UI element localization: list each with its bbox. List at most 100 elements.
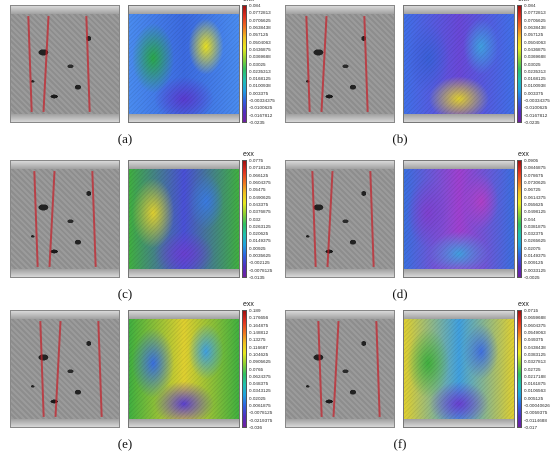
scale-tick-label: 0.0383125 [524, 351, 546, 357]
panel-caption: (d) [392, 286, 408, 301]
panel-e: exx 0.189 0.176656 0.164875 0.148812 0.13275 0… [10, 301, 272, 458]
scale-tick-label: 0.0376875 [249, 209, 271, 215]
scale-tick-label: 0.0604375 [249, 179, 271, 185]
scale-tick-label: 0.003375 [524, 90, 544, 96]
scale-tick-label: -0.0100625 [524, 105, 548, 111]
scale-tick-label: 0.005125 [524, 395, 544, 401]
scale-tick-label: -0.00334375 [524, 98, 550, 104]
scale-tick-label: 0.084 [249, 3, 261, 8]
scale-unit-label: exx [518, 151, 529, 158]
scale-tick-label: 0.0061875 [249, 403, 271, 409]
scale-tick-label: 0.13275 [249, 337, 266, 343]
color-scale-bar [517, 5, 522, 123]
scale-tick-label: 0.104625 [249, 351, 269, 357]
scale-tick-labels: 0.0775 0.0718125 0.066125 0.0604375 0.05475 0… [249, 158, 289, 280]
scale-tick-label: 0.0765 [249, 366, 264, 372]
scale-tick-label: 0.057125 [524, 32, 544, 38]
scale-tick-label: 0.05475 [249, 187, 266, 193]
scale-tick-label: 0.0436875 [524, 46, 546, 52]
scale-tick-label: 0.084 [524, 3, 536, 8]
scale-tick-label: 0.116687 [249, 344, 268, 350]
panel-caption: (b) [392, 131, 408, 146]
scale-tick-label: 0.148812 [249, 329, 269, 335]
scale-tick-label: 0.02725 [524, 366, 541, 372]
scale-tick-label: 0.0659688 [524, 315, 546, 321]
scale-tick-label: -0.0135 [249, 275, 265, 280]
scale-tick-label: 0.009125 [524, 260, 544, 266]
scale-tick-label: 0.0718125 [249, 165, 271, 171]
strain-field-map [128, 310, 240, 428]
scale-tick-label: -0.000406265 [524, 403, 550, 409]
scale-tick-label: 0.0381875 [524, 223, 546, 229]
strain-field-map [128, 5, 240, 123]
scale-tick-label: 0.0106563 [524, 388, 546, 394]
scale-tick-label: 0.0490625 [249, 194, 271, 200]
color-scale-bar [517, 310, 522, 428]
scale-tick-labels: 0.0905 0.0846875 0.078675 0.0730625 0.06725 0… [524, 158, 550, 280]
scale-tick-label: 0.0263125 [249, 223, 271, 229]
scale-tick-label: -0.002125 [249, 260, 270, 266]
scale-tick-label: -0.0235 [524, 120, 540, 125]
scale-tick-label: 0.0775 [249, 158, 264, 163]
scale-tick-label: 0.020625 [249, 231, 269, 237]
scale-tick-label: 0.164875 [249, 322, 269, 328]
scale-tick-label: 0.048375 [249, 381, 269, 387]
scale-tick-label: 0.0327813 [524, 359, 546, 365]
scale-tick-label: 0.00925 [249, 245, 266, 251]
strain-field-map [403, 310, 515, 428]
scale-tick-label: 0.0604375 [524, 322, 546, 328]
scale-tick-label: 0.0772813 [524, 10, 546, 16]
scale-tick-label: 0.03025 [249, 61, 266, 67]
scale-tick-label: 0.0343125 [249, 388, 271, 394]
scale-tick-label: 0.0614375 [524, 194, 546, 200]
strain-field-map [128, 160, 240, 278]
scale-tick-label: 0.078675 [524, 172, 544, 178]
scale-tick-label: 0.0504063 [524, 39, 546, 45]
scale-tick-label: 0.0100938 [524, 83, 546, 89]
scale-tick-label: 0.0549063 [524, 329, 546, 335]
scale-tick-label: 0.0638438 [524, 24, 546, 30]
scale-tick-label: -0.0219375 [249, 417, 273, 423]
scale-tick-label: 0.0436875 [249, 46, 271, 52]
panel-c: exx 0.0775 0.0718125 0.066125 0.0604375 0.054… [10, 151, 272, 308]
scale-tick-label: 0.043375 [249, 201, 269, 207]
scale-tick-label: 0.0369688 [249, 54, 271, 60]
scale-tick-label: 0.0715 [524, 308, 539, 313]
scale-tick-label: 0.03025 [524, 61, 541, 67]
scale-unit-label: exx [243, 151, 254, 158]
scale-tick-label: 0.0235313 [249, 68, 271, 74]
scale-unit-label: exx [243, 0, 254, 3]
strain-field-map [403, 5, 515, 123]
strain-field-map [403, 160, 515, 278]
scale-tick-labels: 0.084 0.0772813 0.0705625 0.0638438 0.057125… [524, 3, 550, 125]
specimen-photo [285, 160, 395, 278]
scale-tick-label: -0.0059375 [524, 410, 548, 416]
panel-caption: (a) [117, 131, 133, 146]
scale-tick-label: -0.0167812 [524, 112, 548, 118]
scale-tick-labels: 0.189 0.176656 0.164875 0.148812 0.13275 0.11… [249, 308, 289, 430]
scale-tick-label: 0.189 [249, 308, 261, 313]
scale-tick-label: 0.0438438 [524, 344, 546, 350]
scale-tick-label: 0.0730625 [524, 179, 546, 185]
panel-caption: (c) [117, 286, 133, 301]
scale-tick-label: 0.0033125 [524, 267, 546, 273]
color-scale-bar [517, 160, 522, 278]
scale-tick-label: 0.049375 [524, 337, 544, 343]
specimen-photo [10, 160, 120, 278]
panel-d: exx 0.0905 0.0846875 0.078675 0.0730625 0.067… [285, 151, 546, 308]
scale-unit-label: exx [518, 301, 529, 308]
scale-tick-label: 0.0265625 [524, 238, 546, 244]
scale-tick-label: 0.003375 [249, 90, 269, 96]
scale-tick-label: 0.0168125 [249, 76, 271, 82]
scale-tick-label: 0.032 [249, 216, 261, 222]
scale-tick-label: 0.0772813 [249, 10, 271, 16]
scale-tick-label: -0.00334375 [249, 98, 275, 104]
scale-tick-label: 0.0638438 [249, 24, 271, 30]
specimen-photo [10, 5, 120, 123]
scale-tick-label: 0.0217188 [524, 373, 546, 379]
color-scale-bar [242, 160, 247, 278]
scale-tick-label: -0.0235 [249, 120, 265, 125]
color-scale-bar [242, 310, 247, 428]
